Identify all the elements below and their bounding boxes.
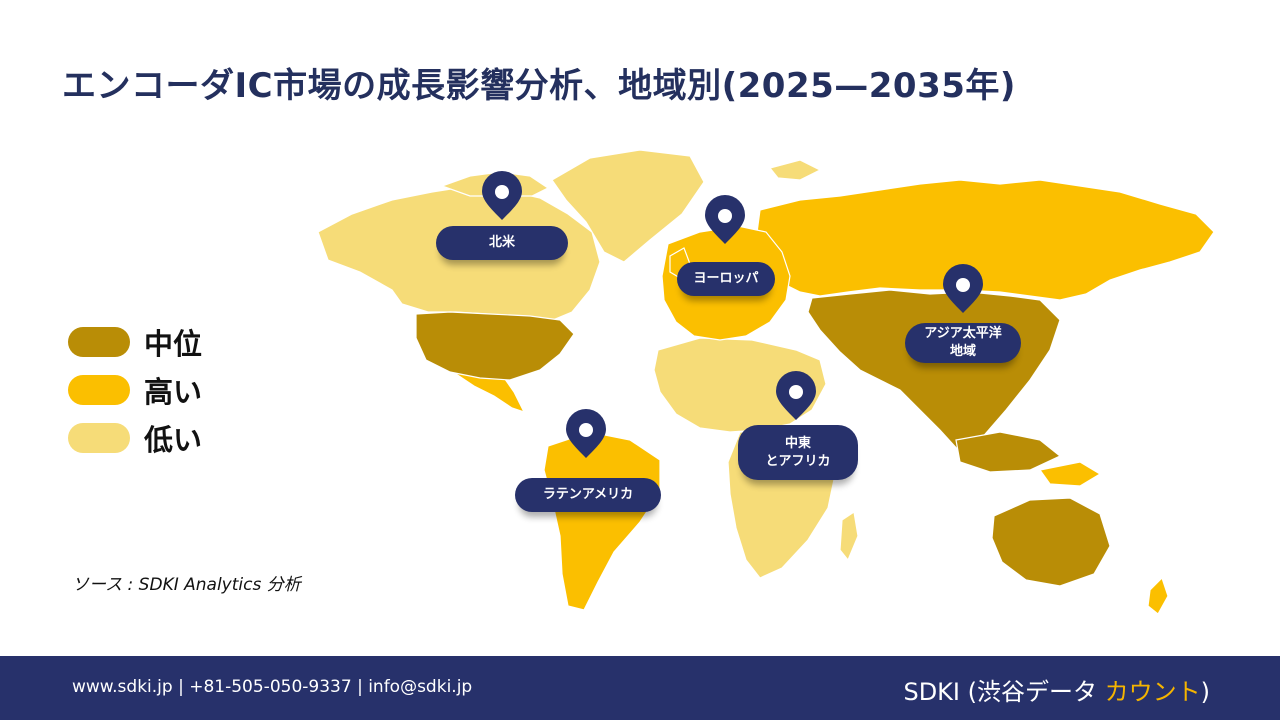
legend: 中位 高い 低い — [68, 318, 202, 462]
footer-contact: www.sdki.jp | +81-505-050-9337 | info@sd… — [72, 677, 473, 697]
legend-swatch — [68, 423, 130, 453]
region-label-north-america: 北米 — [436, 226, 568, 260]
region-label-europe: ヨーロッパ — [677, 262, 775, 296]
map-pin-icon — [566, 409, 606, 458]
map-russia — [755, 179, 1215, 301]
legend-label: 高い — [144, 375, 203, 409]
map-madagascar — [839, 510, 859, 562]
legend-item-low: 低い — [68, 414, 202, 462]
legend-label: 中位 — [144, 327, 203, 361]
map-pin-icon — [776, 371, 816, 420]
footer-brand: SDKI (渋谷データ カウント) — [903, 672, 1210, 707]
map-svalbard — [768, 159, 822, 181]
footer-bar: www.sdki.jp | +81-505-050-9337 | info@sd… — [0, 656, 1280, 720]
map-papua — [1038, 461, 1102, 487]
map-pin-icon — [943, 264, 983, 313]
region-label-latin-america: ラテンアメリカ — [515, 478, 661, 512]
map-usa — [415, 311, 575, 381]
brand-accent: カウント — [1104, 678, 1201, 706]
legend-item-medium: 中位 — [68, 318, 202, 366]
brand-close: ) — [1200, 678, 1210, 706]
region-label-middle-east-africa: 中東 とアフリカ — [738, 425, 858, 480]
map-australia — [991, 497, 1111, 587]
page-title: エンコーダIC市場の成長影響分析、地域別(2025—2035年) — [62, 66, 1016, 106]
legend-swatch — [68, 327, 130, 357]
map-pin-icon — [705, 195, 745, 244]
legend-label: 低い — [144, 423, 203, 457]
legend-swatch — [68, 375, 130, 405]
map-greenland — [551, 149, 705, 263]
map-new-zealand — [1147, 576, 1169, 615]
map-pin-icon — [482, 171, 522, 220]
region-label-asia-pacific: アジア太平洋 地域 — [905, 323, 1021, 363]
brand-name: SDKI (渋谷データ — [903, 678, 1105, 706]
legend-item-high: 高い — [68, 366, 202, 414]
map-south-america — [543, 431, 661, 611]
map-north-africa — [653, 337, 827, 433]
map-southeast-asia — [955, 431, 1062, 473]
source-note: ソース : SDKI Analytics 分析 — [72, 575, 301, 595]
